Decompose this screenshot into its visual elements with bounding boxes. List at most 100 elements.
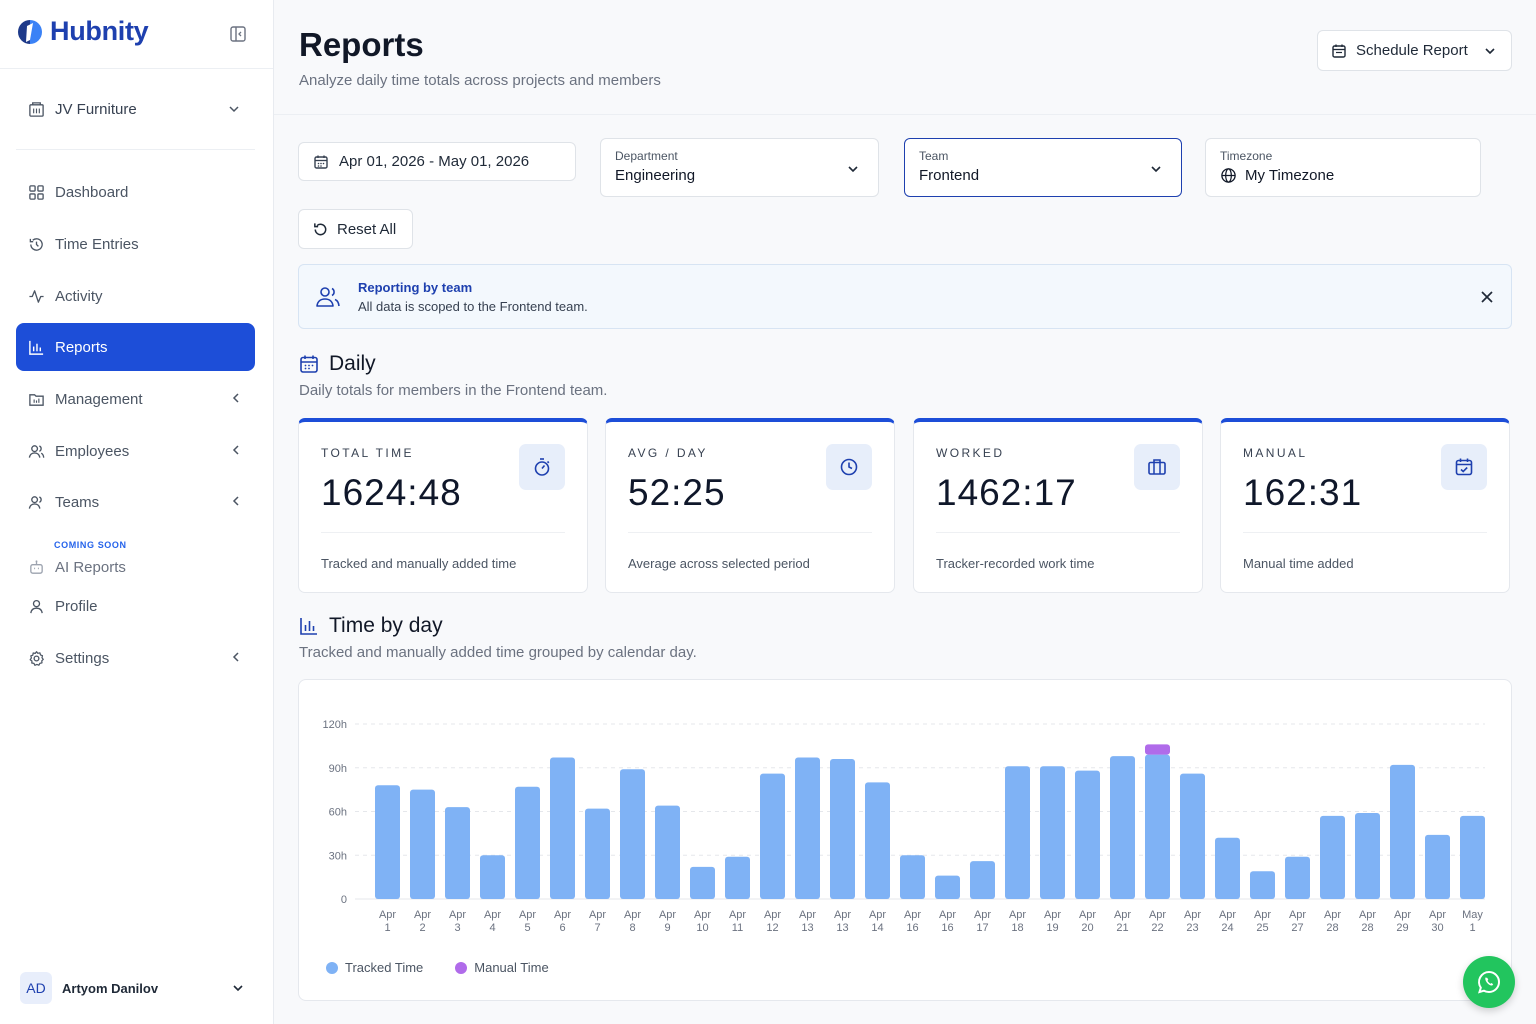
sidebar-item-time-entries[interactable]: Time Entries	[16, 220, 255, 268]
bar-tracked	[970, 861, 995, 899]
x-tick-label: 10	[696, 922, 708, 934]
stat-card-manual: MANUAL 162:31 Manual time added	[1220, 418, 1510, 593]
x-tick-label: 1	[1469, 922, 1475, 934]
legend-item-tracked-time[interactable]: Tracked Time	[326, 960, 423, 975]
bar-tracked	[410, 789, 435, 899]
bar-tracked	[585, 808, 610, 899]
sidebar-item-label: Dashboard	[55, 183, 129, 201]
sidebar-item-employees[interactable]: Employees	[16, 427, 255, 475]
x-tick-label: 17	[976, 922, 988, 934]
whatsapp-chat-button[interactable]	[1463, 956, 1515, 1008]
timezone-select[interactable]: Timezone My Timezone	[1205, 138, 1481, 197]
briefcase-icon	[1134, 444, 1180, 490]
x-tick-label: Apr	[589, 909, 606, 921]
hubnity-logo-icon	[18, 19, 42, 44]
clock-icon	[826, 444, 872, 490]
sidebar-item-teams[interactable]: Teams	[16, 478, 255, 526]
divider	[1243, 532, 1487, 533]
date-range-value: Apr 01, 2026 - May 01, 2026	[339, 153, 530, 170]
x-tick-label: Apr	[694, 909, 711, 921]
sidebar-item-ai-reports[interactable]: AI Reports	[16, 538, 255, 586]
sidebar-item-settings[interactable]: Settings	[16, 634, 255, 682]
bar-tracked	[375, 785, 400, 899]
sidebar-collapse-icon[interactable]	[229, 25, 247, 43]
bar-tracked	[1460, 815, 1485, 899]
bar-tracked	[935, 875, 960, 899]
x-tick-label: Apr	[1149, 909, 1166, 921]
x-tick-label: Apr	[449, 909, 466, 921]
reset-all-button[interactable]: Reset All	[298, 209, 413, 249]
x-tick-label: Apr	[904, 909, 921, 921]
x-tick-label: 28	[1361, 922, 1373, 934]
globe-icon	[1221, 168, 1236, 183]
robot-icon	[30, 559, 43, 574]
reset-icon	[314, 222, 327, 235]
brand-logo[interactable]: Hubnity	[16, 16, 149, 47]
brand-name: Hubnity	[50, 16, 149, 46]
x-tick-label: Apr	[1079, 909, 1096, 921]
stat-label: WORKED	[936, 446, 1005, 460]
x-tick-label: Apr	[1289, 909, 1306, 921]
y-tick-label: 30h	[329, 850, 347, 862]
date-range-picker[interactable]: Apr 01, 2026 - May 01, 2026	[298, 142, 576, 181]
coming-soon-badge: COMING SOON	[54, 540, 127, 550]
close-icon[interactable]	[1479, 289, 1495, 305]
x-tick-label: Apr	[414, 909, 431, 921]
sidebar-item-label: Teams	[55, 493, 100, 511]
sidebar-item-label: Profile	[55, 597, 98, 615]
legend-item-manual-time[interactable]: Manual Time	[455, 960, 549, 975]
bar-tracked	[620, 769, 645, 899]
bar-tracked	[1425, 834, 1450, 899]
stat-description: Tracker-recorded work time	[936, 556, 1095, 571]
x-tick-label: Apr	[484, 909, 501, 921]
x-tick-label: 6	[559, 922, 565, 934]
x-tick-label: 29	[1396, 922, 1408, 934]
banner-text: All data is scoped to the Frontend team.	[358, 299, 588, 314]
bar-tracked	[1110, 756, 1135, 899]
legend-label: Manual Time	[474, 960, 549, 975]
y-tick-label: 60h	[329, 807, 347, 819]
team-select[interactable]: Team Frontend	[904, 138, 1182, 197]
page-title: Reports	[299, 26, 424, 63]
stat-label: MANUAL	[1243, 446, 1308, 460]
sidebar-item-activity[interactable]: Activity	[16, 272, 255, 320]
x-tick-label: 27	[1291, 922, 1303, 934]
department-select[interactable]: Department Engineering	[600, 138, 879, 197]
chevron-left-icon	[232, 445, 239, 455]
x-tick-label: Apr	[1044, 909, 1061, 921]
chart-legend: Tracked Time Manual Time	[326, 960, 549, 975]
sidebar-item-management[interactable]: Management	[16, 375, 255, 423]
sidebar-item-reports[interactable]: Reports	[16, 323, 255, 371]
bar-tracked	[1075, 770, 1100, 899]
x-tick-label: 8	[629, 922, 635, 934]
team-icon	[28, 495, 42, 509]
x-tick-label: 5	[524, 922, 530, 934]
team-value: Frontend	[919, 167, 980, 184]
x-tick-label: 1	[384, 922, 390, 934]
x-tick-label: 4	[489, 922, 495, 934]
user-menu[interactable]: AD Artyom Danilov	[16, 966, 255, 1010]
divider	[16, 149, 255, 150]
sidebar-item-dashboard[interactable]: Dashboard	[16, 168, 255, 216]
sidebar-item-label: Time Entries	[55, 235, 139, 253]
sidebar-item-label: AI Reports	[55, 558, 126, 576]
building-icon	[29, 101, 44, 117]
time-by-day-section-title: Time by day	[299, 614, 443, 638]
organization-switcher[interactable]: JV Furniture	[16, 88, 255, 130]
x-tick-label: Apr	[1219, 909, 1236, 921]
sidebar-item-profile[interactable]: Profile	[16, 582, 255, 630]
bar-tracked	[1180, 773, 1205, 899]
team-label: Team	[919, 149, 949, 163]
chevron-down-icon	[1151, 166, 1161, 173]
bar-tracked	[865, 782, 890, 899]
reset-all-label: Reset All	[337, 220, 397, 238]
x-tick-label: 16	[906, 922, 918, 934]
organization-name: JV Furniture	[55, 100, 137, 118]
x-tick-label: 9	[664, 922, 670, 934]
stat-card-avg-day: AVG / DAY 52:25 Average across selected …	[605, 418, 895, 593]
bar-tracked	[795, 757, 820, 899]
chevron-left-icon	[232, 496, 239, 506]
schedule-report-button[interactable]: Schedule Report	[1317, 30, 1512, 71]
time-by-day-chart: 0 30h 60h 90h 120h Apr 1 Apr 2 Apr 3 Apr 4 Apr 5 Apr 6 Ap…	[298, 679, 1512, 1001]
page-subtitle: Analyze daily time totals across project…	[299, 72, 661, 89]
